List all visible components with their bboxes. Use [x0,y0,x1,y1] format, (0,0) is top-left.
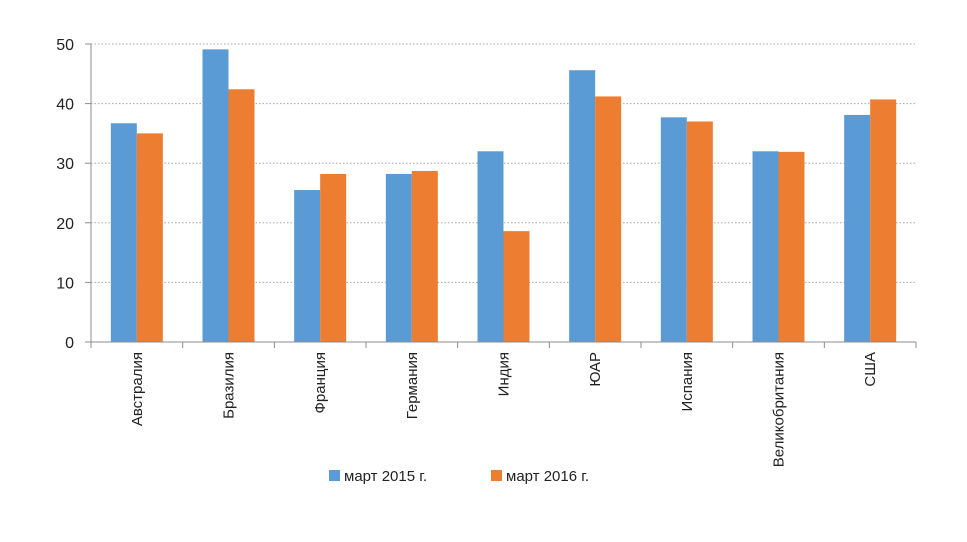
bar [778,151,805,342]
bars [110,49,897,343]
y-tick-label: 50 [56,37,74,54]
bar [320,173,347,342]
legend-label: март 2016 г. [506,468,589,485]
x-category-label: Австралия [129,352,146,426]
x-category-label: Испания [679,352,696,412]
y-axis-ticks: 0 10 20 30 40 50 [56,37,74,352]
x-category-label: ЮАР [587,352,604,387]
bar [503,231,530,342]
bar [752,151,779,342]
x-axis-categories: Австралия Бразилия Франция Германия Индия ЮАР… [129,352,879,467]
y-tick-label: 20 [56,216,74,233]
x-category-label: Индия [496,352,513,396]
bar [202,49,229,342]
bar [477,151,504,342]
bar [870,99,897,342]
bar [110,123,137,342]
legend-swatch [329,470,340,481]
bar [660,117,687,342]
y-tick-label: 0 [65,335,74,352]
bar [228,89,255,343]
bar [385,173,412,342]
x-category-label: Франция [312,352,329,413]
bar [686,121,713,342]
legend: март 2015 г. март 2016 г. [329,468,589,485]
bar [294,190,321,342]
axes [85,43,917,348]
y-tick-label: 30 [56,156,74,173]
bar [569,70,596,342]
bar [411,170,438,342]
y-tick-label: 40 [56,97,74,114]
x-category-label: Бразилия [221,352,238,419]
bar [595,96,622,342]
x-category-label: Германия [404,352,421,419]
y-tick-label: 10 [56,275,74,292]
x-category-label: Великобритания [771,352,788,467]
x-category-label: США [862,352,879,387]
bar [844,114,871,342]
bar [136,133,163,342]
legend-swatch [491,470,502,481]
legend-label: март 2015 г. [344,468,427,485]
